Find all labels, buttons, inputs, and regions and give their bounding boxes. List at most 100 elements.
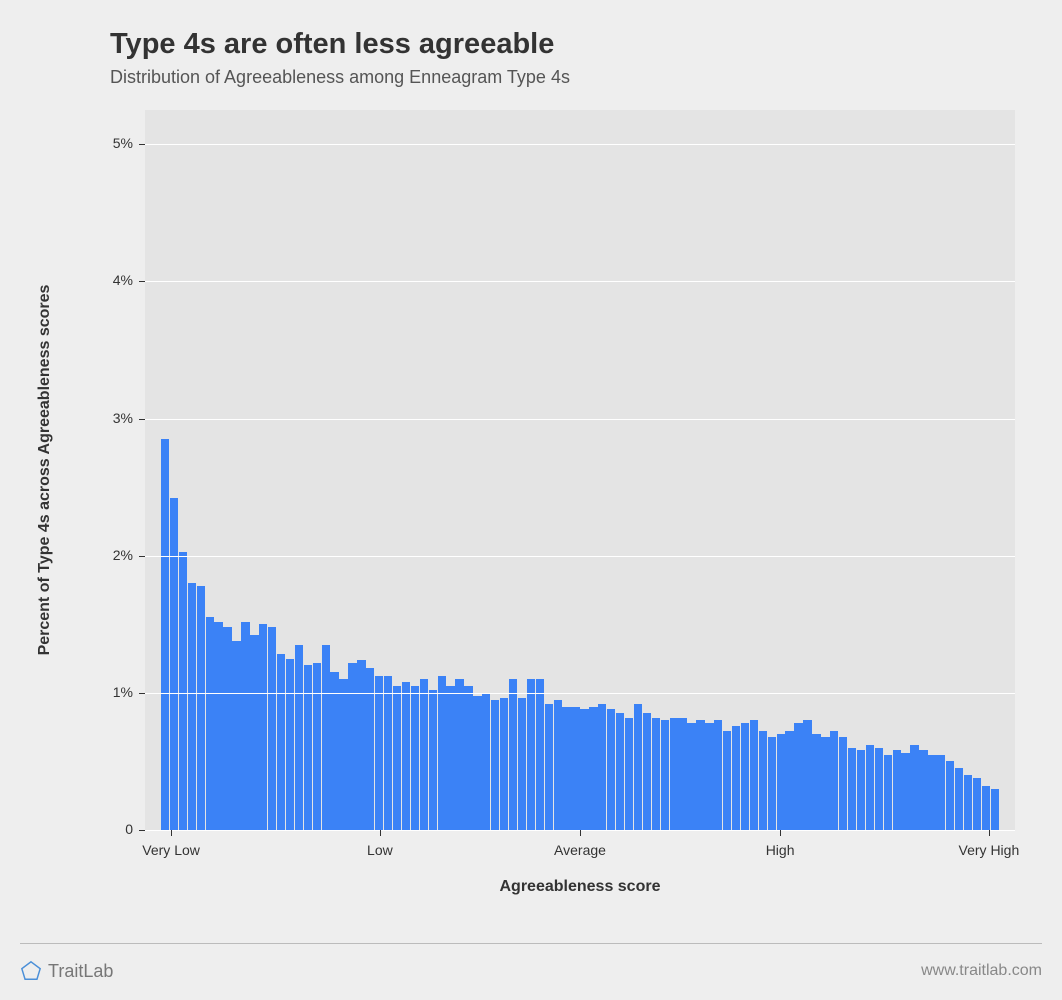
- y-tick-mark: [139, 693, 145, 694]
- histogram-bar: [223, 627, 231, 830]
- histogram-bar: [536, 679, 544, 830]
- histogram-bar: [348, 663, 356, 830]
- y-axis-title: Percent of Type 4s across Agreeableness …: [36, 285, 54, 656]
- histogram-bar: [446, 686, 454, 830]
- brand-pentagon-icon: [20, 960, 42, 982]
- histogram-bar: [696, 720, 704, 830]
- histogram-bar: [509, 679, 517, 830]
- histogram-bar: [241, 622, 249, 830]
- histogram-bar: [580, 709, 588, 830]
- histogram-bar: [375, 676, 383, 830]
- histogram-bar: [803, 720, 811, 830]
- histogram-bar: [330, 672, 338, 830]
- histogram-bar: [527, 679, 535, 830]
- histogram-bar: [491, 700, 499, 830]
- x-axis-title: Agreeableness score: [145, 878, 1015, 896]
- histogram-bar: [357, 660, 365, 830]
- histogram-bar: [634, 704, 642, 830]
- histogram-bar: [866, 745, 874, 830]
- histogram-bar: [339, 679, 347, 830]
- histogram-bar: [277, 654, 285, 830]
- histogram-bar: [455, 679, 463, 830]
- x-tick-label: Average: [554, 842, 606, 858]
- y-tick-label: 0: [93, 821, 133, 837]
- histogram-bar: [919, 750, 927, 830]
- histogram-bar: [839, 737, 847, 830]
- y-tick-mark: [139, 556, 145, 557]
- footer: TraitLab www.traitlab.com: [20, 960, 1042, 982]
- histogram-bar: [197, 586, 205, 830]
- y-tick-label: 5%: [93, 135, 133, 151]
- histogram-bar: [179, 552, 187, 830]
- histogram-bar: [964, 775, 972, 830]
- plot-area: [145, 110, 1015, 830]
- histogram-bar: [304, 665, 312, 830]
- histogram-bar: [250, 635, 258, 830]
- x-tick-label: Low: [367, 842, 393, 858]
- histogram-bar: [812, 734, 820, 830]
- brand: TraitLab: [20, 960, 113, 982]
- histogram-bar: [616, 713, 624, 830]
- histogram-bar: [438, 676, 446, 830]
- gridline: [145, 556, 1015, 557]
- histogram-bar: [830, 731, 838, 830]
- y-tick-mark: [139, 144, 145, 145]
- y-tick-mark: [139, 419, 145, 420]
- histogram-bar: [768, 737, 776, 830]
- histogram-bar: [295, 645, 303, 830]
- histogram-bar: [518, 698, 526, 830]
- chart-title: Type 4s are often less agreeable: [110, 28, 570, 61]
- footer-url: www.traitlab.com: [921, 962, 1042, 980]
- x-tick-label: Very High: [959, 842, 1020, 858]
- x-tick-mark: [171, 830, 172, 836]
- histogram-bar: [571, 707, 579, 830]
- footer-divider: [20, 943, 1042, 944]
- histogram-bar: [687, 723, 695, 830]
- y-tick-mark: [139, 281, 145, 282]
- brand-name: TraitLab: [48, 961, 113, 982]
- histogram-bar: [794, 723, 802, 830]
- histogram-bar: [678, 718, 686, 830]
- histogram-bar: [313, 663, 321, 830]
- histogram-bar: [429, 690, 437, 830]
- x-tick-label: High: [766, 842, 795, 858]
- histogram-bar: [884, 755, 892, 830]
- histogram-bar: [875, 748, 883, 830]
- histogram-bar: [991, 789, 999, 830]
- histogram-bar: [473, 696, 481, 830]
- histogram-bar: [170, 498, 178, 830]
- title-block: Type 4s are often less agreeable Distrib…: [110, 28, 570, 88]
- histogram-bar: [937, 755, 945, 830]
- histogram-bar: [714, 720, 722, 830]
- histogram-bar: [500, 698, 508, 830]
- gridline: [145, 419, 1015, 420]
- histogram-bar: [973, 778, 981, 830]
- histogram-bar: [750, 720, 758, 830]
- histogram-bar: [759, 731, 767, 830]
- histogram-bar: [420, 679, 428, 830]
- histogram-bar: [393, 686, 401, 830]
- histogram-bar: [598, 704, 606, 830]
- histogram-bar: [928, 755, 936, 830]
- y-tick-label: 3%: [93, 410, 133, 426]
- gridline: [145, 144, 1015, 145]
- histogram-bar: [982, 786, 990, 830]
- y-tick-label: 4%: [93, 272, 133, 288]
- histogram-bar: [259, 624, 267, 830]
- x-tick-mark: [580, 830, 581, 836]
- histogram-bar: [206, 617, 214, 830]
- histogram-bar: [268, 627, 276, 830]
- histogram-bar: [554, 700, 562, 830]
- gridline: [145, 693, 1015, 694]
- histogram-bar: [901, 753, 909, 830]
- histogram-bar: [232, 641, 240, 830]
- histogram-bar: [723, 731, 731, 830]
- chart-subtitle: Distribution of Agreeableness among Enne…: [110, 67, 570, 88]
- histogram-bar: [384, 676, 392, 830]
- histogram-bar: [188, 583, 196, 830]
- histogram-bar: [464, 686, 472, 830]
- histogram-bar: [562, 707, 570, 830]
- y-tick-label: 1%: [93, 684, 133, 700]
- histogram-bar: [482, 693, 490, 830]
- x-tick-mark: [989, 830, 990, 836]
